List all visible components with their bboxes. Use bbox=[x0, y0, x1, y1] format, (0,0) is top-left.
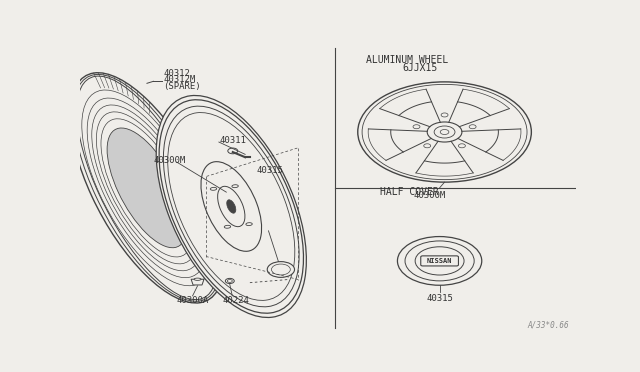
Text: 40311: 40311 bbox=[220, 136, 247, 145]
Ellipse shape bbox=[246, 223, 252, 225]
Circle shape bbox=[405, 241, 474, 281]
Text: NISSAN: NISSAN bbox=[427, 258, 452, 264]
Polygon shape bbox=[191, 279, 204, 285]
Ellipse shape bbox=[227, 279, 232, 282]
Text: 6JJX15: 6JJX15 bbox=[402, 63, 437, 73]
Text: A/33*0.66: A/33*0.66 bbox=[527, 320, 568, 329]
Circle shape bbox=[440, 129, 449, 135]
Ellipse shape bbox=[168, 113, 295, 301]
Circle shape bbox=[441, 113, 448, 117]
Text: 40300M: 40300M bbox=[413, 190, 446, 199]
Circle shape bbox=[428, 122, 462, 142]
Text: (SPARE): (SPARE) bbox=[163, 82, 201, 91]
FancyBboxPatch shape bbox=[420, 256, 458, 266]
Text: 40312M: 40312M bbox=[163, 76, 196, 84]
Circle shape bbox=[469, 125, 476, 129]
Circle shape bbox=[458, 144, 465, 148]
Ellipse shape bbox=[156, 96, 307, 317]
Text: ALUMINUM WHEEL: ALUMINUM WHEEL bbox=[366, 55, 449, 64]
Ellipse shape bbox=[271, 264, 291, 275]
Ellipse shape bbox=[194, 278, 201, 280]
Text: 40315: 40315 bbox=[426, 295, 453, 304]
Circle shape bbox=[424, 144, 431, 148]
Text: 40300A: 40300A bbox=[177, 296, 209, 305]
Ellipse shape bbox=[107, 128, 187, 248]
Ellipse shape bbox=[163, 106, 299, 307]
Text: 40224: 40224 bbox=[222, 296, 249, 305]
Ellipse shape bbox=[224, 225, 230, 228]
Text: 40312: 40312 bbox=[163, 69, 190, 78]
Circle shape bbox=[413, 125, 420, 129]
Ellipse shape bbox=[227, 200, 236, 213]
Circle shape bbox=[415, 247, 464, 275]
Ellipse shape bbox=[211, 187, 217, 190]
Text: HALF COVER: HALF COVER bbox=[380, 187, 439, 196]
Circle shape bbox=[397, 237, 482, 285]
Text: 40300M: 40300M bbox=[154, 156, 186, 165]
Ellipse shape bbox=[201, 162, 262, 251]
Ellipse shape bbox=[232, 185, 238, 187]
Circle shape bbox=[228, 148, 237, 154]
Ellipse shape bbox=[218, 186, 245, 227]
Text: 40315: 40315 bbox=[256, 166, 283, 175]
Circle shape bbox=[358, 82, 531, 182]
Circle shape bbox=[434, 126, 455, 138]
Ellipse shape bbox=[268, 262, 294, 278]
Ellipse shape bbox=[225, 278, 234, 283]
